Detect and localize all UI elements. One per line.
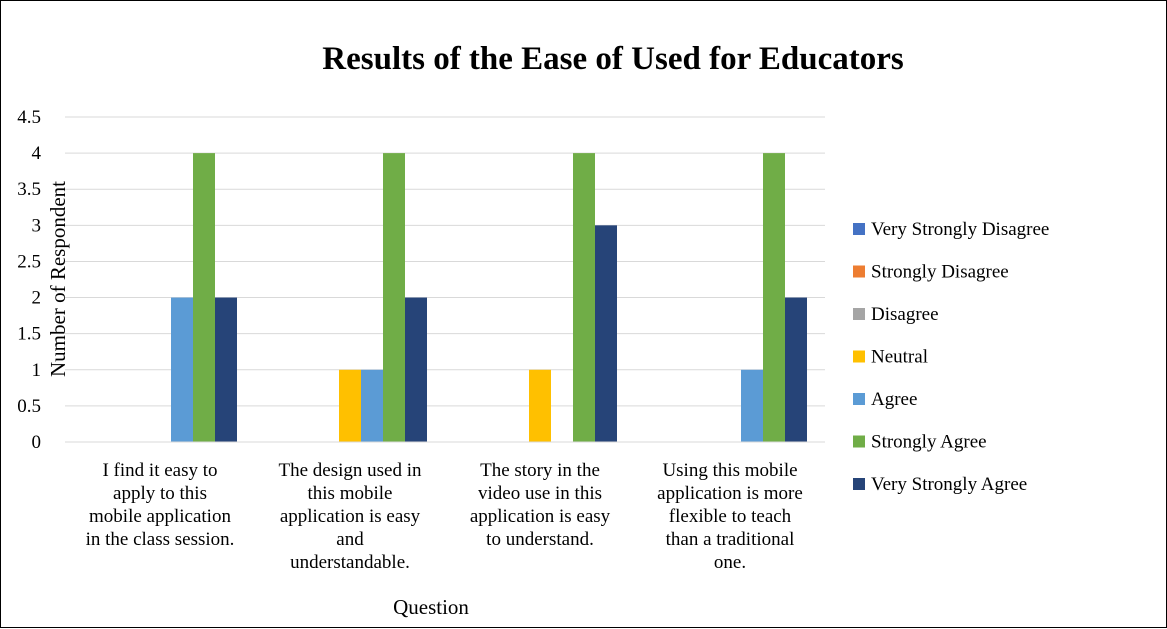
legend-label: Strongly Agree [871,432,987,453]
y-tick-label: 3 [32,215,42,236]
x-category-line: this mobile [308,483,393,504]
x-category-line: application is more [657,483,803,504]
x-category-line: one. [714,552,746,573]
x-axis-categories: I find it easy to apply to this mobile app… [86,460,803,573]
legend-label: Disagree [871,304,939,325]
bar-very-strongly-agree-q1 [215,297,237,442]
x-axis-label: Question [393,595,469,619]
y-tick-label: 2 [32,288,42,309]
x-category-label: The design used in this mobile application… [278,460,422,573]
bar-strongly-agree-q1 [193,153,215,442]
x-category-label: The story in the video use in this applica… [470,460,611,550]
legend-swatch [853,478,865,490]
y-tick-label: 0 [32,432,42,453]
bar-very-strongly-agree-q3 [595,225,617,442]
bar-neutral-q3 [529,369,551,442]
legend-swatch [853,350,865,363]
x-category-line: flexible to teach [669,506,792,527]
x-category-line: video use in this [478,483,602,504]
y-tick-label: 4 [32,143,42,164]
x-category-line: to understand. [486,529,594,550]
y-axis-label: Number of Respondent [46,181,70,377]
bar-very-strongly-agree-q2 [405,297,427,442]
x-category-line: application is easy [470,506,611,527]
x-category-line: The story in the [480,460,600,481]
y-tick-label: 0.5 [17,396,41,417]
bar-neutral-q2 [339,369,361,442]
x-category-line: mobile application [89,506,231,527]
x-category-line: and [336,529,364,550]
y-tick-label: 1 [32,360,42,381]
x-category-label: I find it easy to apply to this mobile app… [86,460,235,550]
x-category-line: The design used in [278,460,422,481]
legend-swatch [853,435,865,448]
x-category-label: Using this mobile application is more flex… [657,460,803,573]
y-tick-label: 2.5 [17,251,41,272]
bar-agree-q1 [171,297,193,442]
bar-strongly-agree-q4 [763,153,785,442]
x-category-line: understandable. [290,552,410,573]
y-tick-label: 3.5 [17,179,41,200]
y-axis-ticks: 0 0.5 1 1.5 2 2.5 3 3.5 4 4.5 [17,107,41,453]
bar-strongly-agree-q3 [573,153,595,442]
legend-label: Agree [871,389,917,410]
legend-label: Neutral [871,347,928,368]
bar-strongly-agree-q2 [383,153,405,442]
chart-title: Results of the Ease of Used for Educator… [322,41,904,77]
x-category-line: in the class session. [86,529,235,550]
x-category-line: Using this mobile [662,460,797,481]
y-tick-label: 4.5 [17,107,41,128]
legend-swatch [853,393,865,405]
y-tick-label: 1.5 [17,324,41,345]
legend: Very Strongly Disagree Strongly Disagree D… [853,219,1049,495]
legend-swatch [853,223,865,235]
x-category-line: than a traditional [666,529,795,550]
bar-very-strongly-agree-q4 [785,297,807,442]
bar-agree-q2 [361,369,383,442]
legend-swatch [853,308,865,320]
bars [171,153,807,442]
bar-agree-q4 [741,369,763,442]
legend-label: Very Strongly Agree [871,474,1027,495]
legend-label: Strongly Disagree [871,262,1009,283]
x-category-line: apply to this [113,483,207,504]
legend-label: Very Strongly Disagree [871,219,1049,240]
legend-swatch [853,265,865,278]
x-category-line: I find it easy to [102,460,217,481]
x-category-line: application is easy [280,506,421,527]
